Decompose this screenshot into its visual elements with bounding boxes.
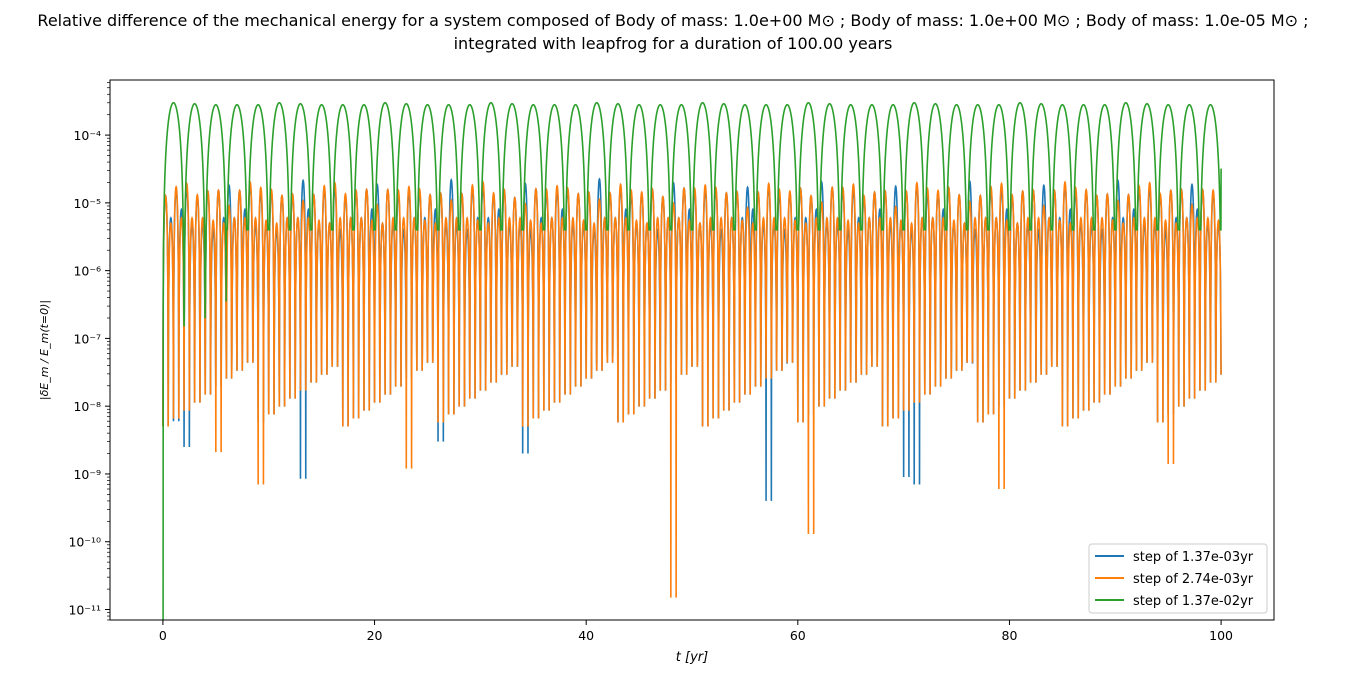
y-tick-label: 10⁻⁸ xyxy=(73,399,101,414)
legend-label-series-1: step of 1.37e-03yr xyxy=(1133,550,1254,565)
y-tick-label: 10⁻⁵ xyxy=(73,196,101,211)
y-tick-label: 10⁻⁴ xyxy=(73,128,101,143)
y-tick-label: 10⁻⁶ xyxy=(73,264,101,279)
x-axis-label: t [yr] xyxy=(676,650,708,665)
plot-frame xyxy=(109,79,1275,621)
y-axis-label: |δE_m / E_m(t=0)| xyxy=(38,300,51,400)
x-tick-label: 0 xyxy=(159,628,167,643)
chart-title-line-1: Relative difference of the mechanical en… xyxy=(37,11,1308,30)
series-line-3 xyxy=(162,101,1222,620)
x-tick-label: 100 xyxy=(1209,628,1233,643)
x-tick-label: 60 xyxy=(790,628,806,643)
legend: step of 1.37e-03yr step of 2.74e-03yr st… xyxy=(1088,543,1268,614)
legend-box xyxy=(1088,543,1268,614)
legend-label-series-2: step of 2.74e-03yr xyxy=(1133,572,1254,587)
y-tick-label: 10⁻⁹ xyxy=(73,467,101,482)
y-tick-label: 10⁻¹⁰ xyxy=(68,535,101,550)
x-tick-label: 80 xyxy=(1002,628,1018,643)
x-axis-ticks: 0 20 40 60 80 100 xyxy=(159,620,1233,643)
y-axis-ticks: 10⁻¹¹ 10⁻¹⁰ 10⁻⁹ 10⁻⁸ 10⁻⁷ 10⁻⁶ 10⁻⁵ 10⁻⁴ xyxy=(68,82,110,621)
y-tick-label: 10⁻¹¹ xyxy=(68,603,101,618)
y-tick-label: 10⁻⁷ xyxy=(73,331,101,346)
x-tick-label: 40 xyxy=(578,628,594,643)
series-line-2 xyxy=(162,180,1222,598)
legend-label-series-3: step of 1.37e-02yr xyxy=(1133,594,1254,609)
series-layer xyxy=(162,101,1222,620)
x-tick-label: 20 xyxy=(367,628,383,643)
chart-title-line-2: integrated with leapfrog for a duration … xyxy=(454,34,893,53)
